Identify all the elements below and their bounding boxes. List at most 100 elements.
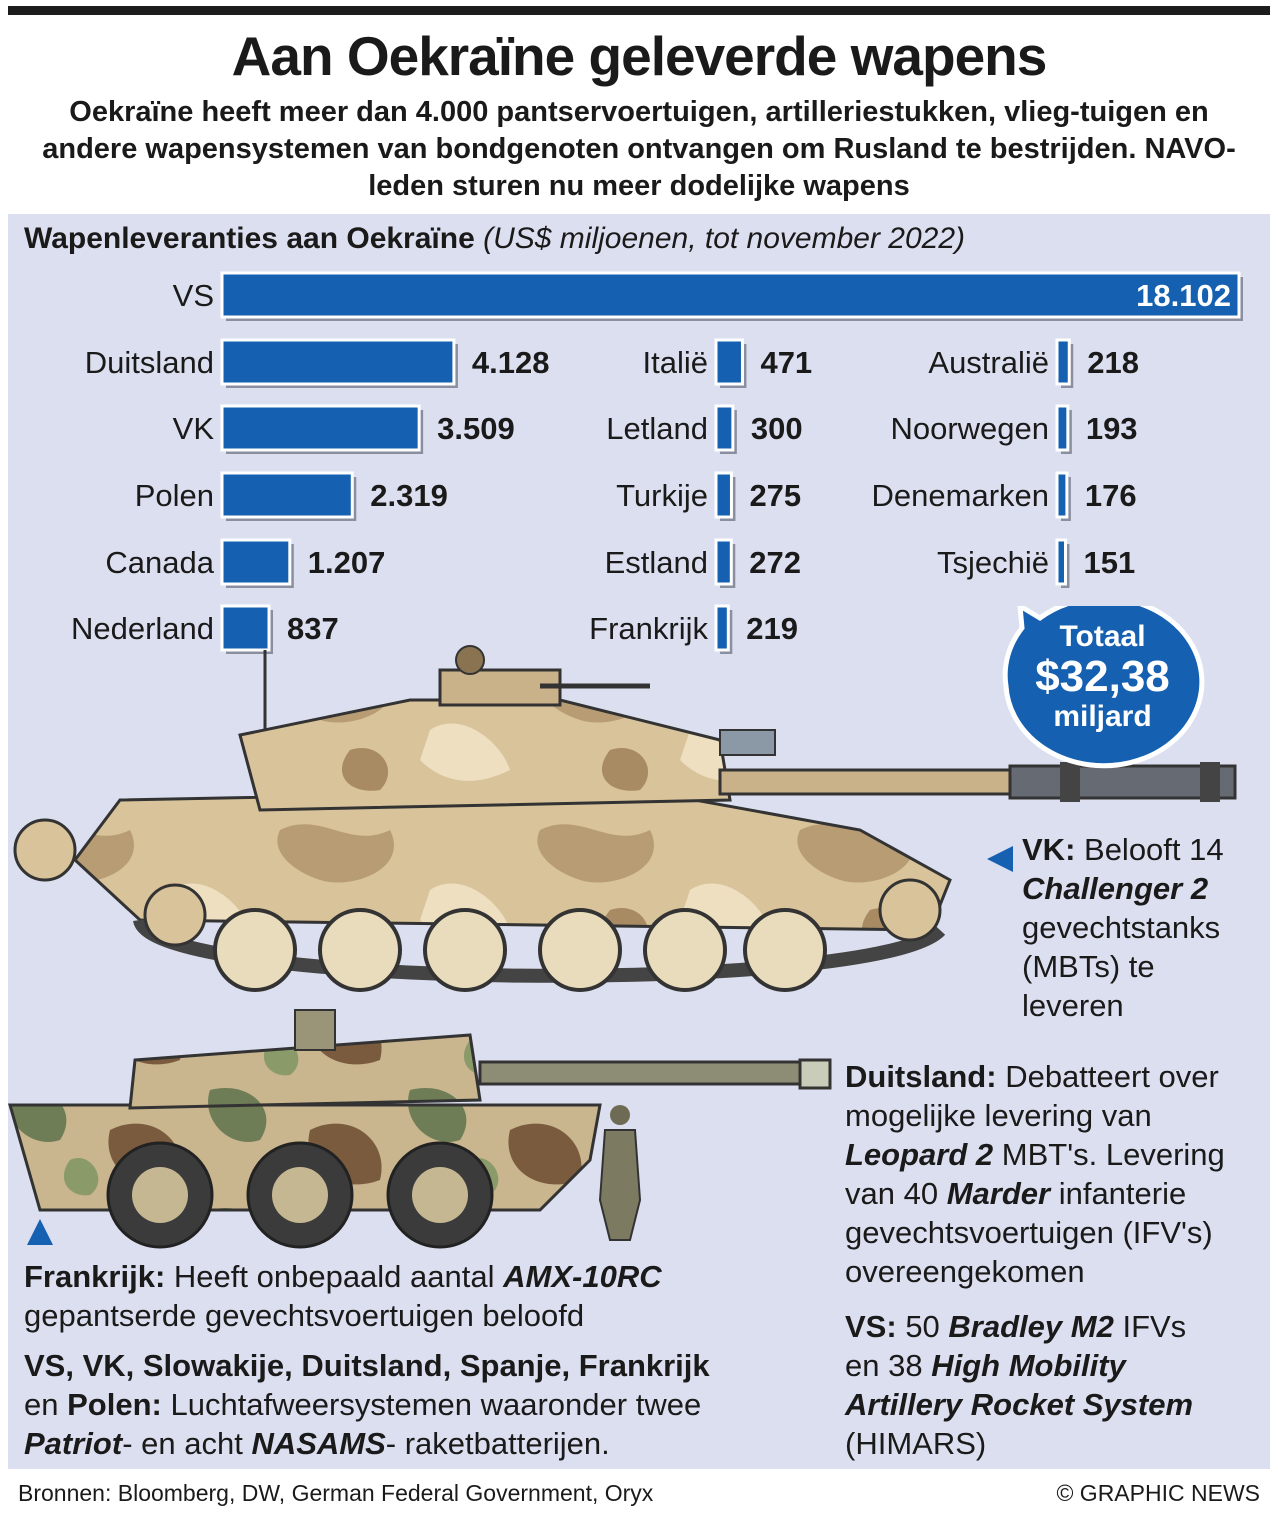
total-amount: $32,38	[1035, 652, 1170, 701]
total-unit: miljard	[1053, 700, 1152, 733]
bar-turkije	[714, 471, 733, 519]
bar-estland	[714, 538, 733, 586]
note-luchtafweer-line1: Luchtafweersystemen waaronder twee	[170, 1387, 702, 1422]
total-badge-bubble	[1002, 606, 1205, 769]
note-duitsland-line4: van 40	[845, 1176, 939, 1211]
bar-letland	[714, 404, 735, 452]
bar-canada	[220, 538, 292, 586]
bar-label-frankrijk: Frankrijk	[589, 611, 708, 646]
bar-label-letland: Letland	[606, 411, 708, 446]
sources-text: Bronnen: Bloomberg, DW, German Federal G…	[18, 1480, 654, 1506]
bar-label-vs: VS	[173, 278, 214, 313]
chart-header: Wapenleveranties aan Oekraïne (US$ miljo…	[24, 222, 965, 256]
amx-10rc-illustration	[8, 1009, 832, 1249]
bar-noorwegen	[1055, 404, 1070, 452]
note-frankrijk-line1: Heeft onbepaald aantal	[173, 1259, 495, 1294]
total-badge-shape	[1002, 606, 1205, 769]
note-vk-country: VK:	[1022, 832, 1076, 867]
bar-value-frankrijk: 219	[746, 611, 798, 646]
bar-label-tsjechië: Tsjechië	[937, 545, 1049, 580]
note-vs-country: VS:	[845, 1309, 897, 1344]
bar-label-polen: Polen	[135, 478, 214, 513]
bars-layer: VS 18.102 Duitsland 4.128 VK 3.509 Polen 2.319 C…	[71, 271, 1243, 654]
note-vs-line1: 50	[905, 1309, 940, 1344]
note-vk: VK: Belooft 14 Challenger 2 gevechtstank…	[1022, 830, 1262, 1025]
bar-denemarken	[1055, 471, 1069, 519]
bar-value-nederland: 837	[287, 611, 339, 646]
bar-label-australië: Australië	[928, 345, 1049, 380]
bar-value-australië: 218	[1087, 345, 1139, 380]
note-duitsland-line5: infanterie	[1058, 1176, 1187, 1211]
note-vs-line3: en 38	[845, 1348, 923, 1383]
bar-label-vk: VK	[173, 411, 215, 446]
note-vs-model1: Bradley M2	[948, 1309, 1114, 1344]
bar-label-turkije: Turkije	[616, 478, 708, 513]
note-duitsland-model1: Leopard 2	[845, 1137, 994, 1172]
note-vk-line2: gevechtstanks	[1022, 910, 1221, 945]
bar-label-denemarken: Denemarken	[872, 478, 1049, 513]
note-vk-line3: (MBTs) te	[1022, 949, 1155, 984]
note-frankrijk: Frankrijk: Heeft onbepaald aantal AMX-10…	[24, 1257, 824, 1335]
bar-polen	[220, 471, 354, 519]
bar-value-polen: 2.319	[370, 478, 448, 513]
note-vk-line4: leveren	[1022, 988, 1124, 1023]
note-vk-text: Belooft 14	[1084, 832, 1224, 867]
bar-value-duitsland: 4.128	[472, 345, 550, 380]
bar-nederland	[220, 604, 271, 652]
note-duitsland-line2: mogelijke levering van	[845, 1098, 1152, 1133]
bar-label-nederland: Nederland	[71, 611, 214, 646]
bar-frankrijk	[714, 604, 730, 652]
top-rule	[8, 6, 1270, 15]
note-duitsland-model2: Marder	[946, 1176, 1051, 1211]
credit-text: © GRAPHIC NEWS	[1056, 1480, 1260, 1506]
bar-value-canada: 1.207	[308, 545, 386, 580]
bar-vk	[220, 404, 421, 452]
note-luchtafweer-en: en	[24, 1387, 59, 1422]
bar-value-denemarken: 176	[1085, 478, 1137, 513]
bar-vs	[220, 271, 1241, 319]
note-vs-model3: Artillery Rocket System	[845, 1387, 1194, 1422]
note-luchtafweer-countries1: VS, VK, Slowakije, Duitsland, Spanje, Fr…	[24, 1348, 710, 1383]
bar-value-estland: 272	[749, 545, 801, 580]
note-duitsland-line7: overeengekomen	[845, 1254, 1085, 1289]
bar-label-italië: Italië	[643, 345, 708, 380]
note-frankrijk-model: AMX-10RC	[503, 1259, 662, 1294]
bar-label-estland: Estland	[605, 545, 708, 580]
bar-value-vs: 18.102	[1136, 278, 1231, 313]
bar-label-duitsland: Duitsland	[85, 345, 214, 380]
note-duitsland-line3: MBT's. Levering	[1001, 1137, 1225, 1172]
bar-value-italië: 471	[760, 345, 812, 380]
note-duitsland-country: Duitsland:	[845, 1059, 997, 1094]
note-frankrijk-line2: gepantserde gevechtsvoertuigen beloofd	[24, 1298, 585, 1333]
note-luchtafweer-model2: NASAMS	[251, 1426, 386, 1461]
note-vk-model: Challenger 2	[1022, 871, 1209, 906]
total-label: Totaal	[1059, 620, 1146, 653]
total-text: Totaal $32,38 miljard	[1000, 620, 1205, 734]
note-luchtafweer-countries2: Polen:	[67, 1387, 162, 1422]
page-subtitle: Oekraïne heeft meer dan 4.000 pantservoe…	[42, 96, 1236, 202]
note-vs-line2: IFVs	[1122, 1309, 1187, 1344]
frankrijk-pointer-icon	[27, 1219, 53, 1245]
bar-value-tsjechië: 151	[1083, 545, 1135, 580]
bar-value-letland: 300	[751, 411, 803, 446]
note-vs-line4: (HIMARS)	[845, 1426, 987, 1461]
challenger-2-tank-illustration	[13, 645, 1237, 992]
page-title: Aan Oekraïne geleverde wapens	[231, 25, 1048, 87]
bar-tsjechië	[1055, 538, 1067, 586]
vk-pointer-icon	[987, 846, 1013, 872]
note-frankrijk-country: Frankrijk:	[24, 1259, 166, 1294]
bar-value-noorwegen: 193	[1086, 411, 1138, 446]
bar-label-canada: Canada	[105, 545, 214, 580]
note-vs: VS: 50 Bradley M2 IFVs en 38 High Mobili…	[845, 1307, 1265, 1463]
note-luchtafweer: VS, VK, Slowakije, Duitsland, Spanje, Fr…	[24, 1346, 824, 1463]
chart-unit: (US$ miljoenen, tot november 2022)	[483, 222, 966, 255]
note-luchtafweer-line2: - en acht	[122, 1426, 243, 1461]
bar-duitsland	[220, 338, 456, 386]
bar-value-vk: 3.509	[437, 411, 515, 446]
bar-label-noorwegen: Noorwegen	[890, 411, 1049, 446]
note-duitsland-line1: Debatteert over	[1005, 1059, 1219, 1094]
bar-italië	[714, 338, 744, 386]
bar-value-turkije: 275	[749, 478, 801, 513]
note-luchtafweer-model1: Patriot	[24, 1426, 123, 1461]
